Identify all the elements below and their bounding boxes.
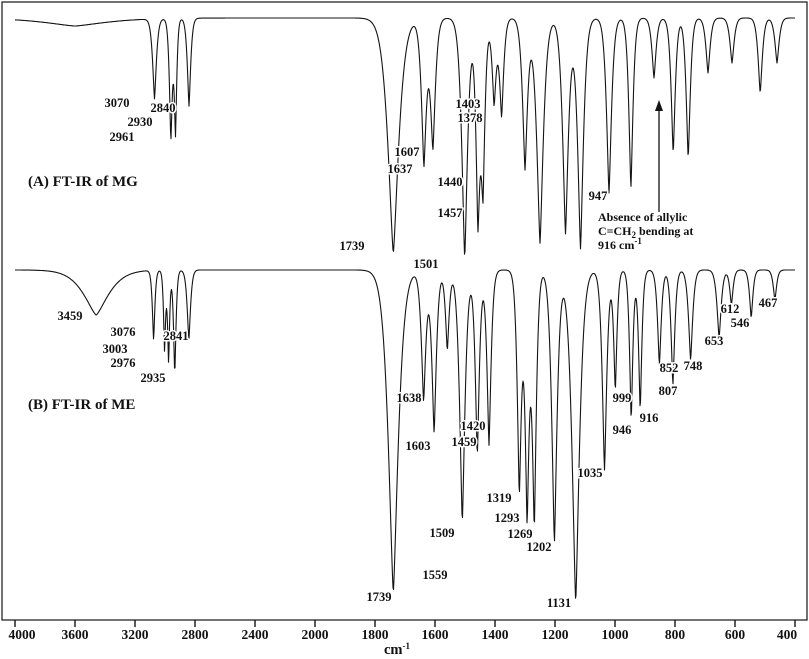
spectrum-a-peak-label: 1739: [340, 239, 365, 253]
spectrum-a-peak-label: 947: [589, 189, 608, 203]
axis-tick-label: 2800: [182, 627, 209, 642]
axis-tick-label: 600: [725, 627, 746, 642]
spectrum-a-peak-label: 1440: [438, 175, 463, 189]
spectrum-b-peak-label: 653: [705, 334, 724, 348]
spectrum-a-curve: [14, 17, 796, 255]
spectrum-a-annotation-text: 916 cm-1: [598, 236, 642, 252]
spectrum-b-peak-label: 467: [759, 296, 778, 310]
annotation-arrowhead: [655, 100, 663, 111]
spectrum-b-peak-label: 1459: [452, 435, 477, 449]
axis-tick-label: 1600: [422, 627, 449, 642]
spectrum-a-peak-label: 1403: [456, 97, 481, 111]
spectrum-b-peak-label: 2935: [141, 371, 166, 385]
spectrum-b-peak-label: 1319: [487, 491, 512, 505]
spectrum-b-peak-label: 1420: [461, 419, 486, 433]
spectrum-a-peak-label: 1637: [388, 162, 413, 176]
spectrum-b-peak-label: 946: [613, 423, 632, 437]
spectrum-b-peak-label: 807: [659, 384, 678, 398]
spectrum-a-peak-label: 2840: [151, 101, 176, 115]
spectrum-b-peak-label: 1131: [547, 596, 571, 610]
spectrum-b-peak-label: 546: [731, 316, 750, 330]
x-axis-unit-label: cm-1: [384, 641, 411, 658]
spectrum-b-curve: [14, 269, 796, 599]
spectrum-b-peak-label: 1638: [397, 391, 422, 405]
spectrum-b-peak-label: 1293: [495, 511, 520, 525]
axis-tick-label: 3200: [122, 627, 149, 642]
spectrum-a-peak-label: 1607: [395, 145, 420, 159]
spectrum-b-peak-label: 2976: [111, 356, 136, 370]
spectrum-b-peak-label: 748: [684, 359, 703, 373]
spectrum-a-annotation-text: C=CH2 bending at: [598, 224, 693, 240]
spectrum-a-peak-label: 2961: [110, 130, 135, 144]
axis-tick-label: 1200: [542, 627, 569, 642]
axis-tick-label: 800: [665, 627, 686, 642]
spectrum-b-peak-label: 852: [660, 361, 679, 375]
spectrum-b-peak-label: 1603: [406, 439, 431, 453]
spectrum-b-peak-label: 1202: [527, 540, 552, 554]
axis-tick-label: 3600: [62, 627, 89, 642]
spectrum-a-peak-label: 2930: [128, 115, 153, 129]
spectrum-b-peak-label: 1509: [430, 526, 455, 540]
spectrum-b-peak-label: 3003: [103, 342, 128, 356]
axis-tick-label: 400: [777, 627, 798, 642]
spectrum-a-peak-label: 1457: [438, 206, 463, 220]
axis-tick-label: 2000: [302, 627, 329, 642]
spectrum-b-peak-label: 1739: [367, 590, 392, 604]
spectrum-b-peak-label: 2841: [164, 329, 189, 343]
axis-tick-label: 2400: [242, 627, 269, 642]
spectrum-b-peak-label: 612: [721, 302, 740, 316]
spectrum-a-annotation-text: Absence of allylic: [598, 210, 688, 224]
axis-tick-label: 1000: [602, 627, 629, 642]
spectrum-a-peak-label: 1501: [414, 257, 439, 271]
axis-tick-label: 4000: [9, 627, 36, 642]
spectrum-a-title: (A) FT-IR of MG: [28, 174, 138, 190]
spectrum-b-peak-label: 1269: [508, 527, 533, 541]
spectrum-b-peak-label: 3076: [111, 325, 136, 339]
spectrum-b-title: (B) FT-IR of ME: [28, 397, 135, 413]
spectrum-b-peak-label: 916: [640, 411, 659, 425]
spectrum-b-peak-label: 1559: [423, 568, 448, 582]
spectrum-b-peak-label: 3459: [58, 309, 83, 323]
spectrum-b-peak-label: 1035: [578, 466, 603, 480]
spectrum-a-peak-label: 1378: [458, 111, 483, 125]
axis-tick-label: 1400: [482, 627, 509, 642]
spectrum-a-peak-label: 3070: [105, 96, 130, 110]
axis-tick-label: 1800: [362, 627, 389, 642]
spectrum-b-peak-label: 999: [613, 391, 632, 405]
plot-frame: [1, 1, 808, 621]
